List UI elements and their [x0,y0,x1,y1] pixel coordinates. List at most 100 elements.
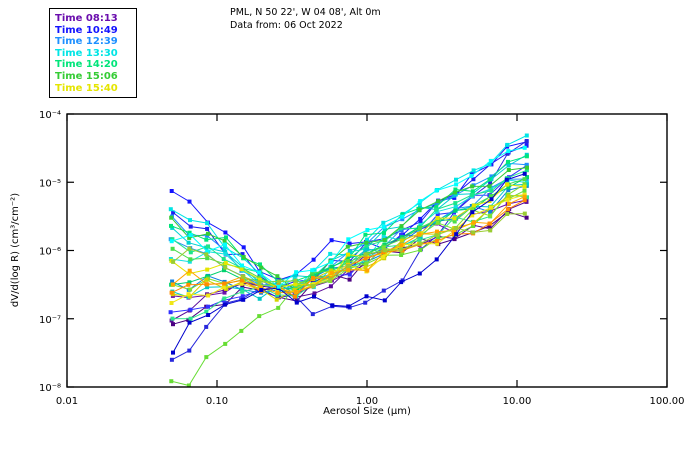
data-point-marker [346,237,351,242]
data-point-marker [451,228,456,233]
data-point-marker [451,232,456,237]
data-point-marker [453,201,458,206]
data-point-marker [257,296,262,301]
data-point-marker [240,285,245,289]
data-point-marker [187,348,192,353]
x-axis-tick-label: 10.00 [503,396,532,407]
legend-item: Time 15:06 [55,71,136,83]
data-point-marker [188,307,193,312]
data-point-marker [453,187,458,192]
legend-item-label: Time 12:39 [55,36,118,48]
data-point-marker [330,265,335,269]
data-point-marker [257,277,262,282]
data-point-marker [328,277,333,282]
data-point-marker [168,310,173,315]
data-point-marker [240,252,245,257]
data-point-marker [471,168,476,173]
data-point-marker [436,199,441,204]
legend-item: Time 15:40 [55,83,136,95]
data-point-marker [399,280,404,285]
data-point-marker [171,259,176,264]
data-point-marker [293,278,298,283]
data-point-marker [205,221,210,226]
data-point-marker [505,182,509,187]
data-point-marker [329,271,334,276]
data-point-marker [311,257,316,262]
data-point-marker [204,309,209,314]
data-point-marker [256,275,261,280]
data-point-marker [363,265,368,270]
data-point-marker [417,232,422,237]
data-point-marker [487,177,492,182]
data-point-marker [471,203,476,208]
data-point-marker [418,216,423,221]
data-point-marker [489,197,494,202]
data-point-marker [452,237,457,242]
data-point-marker [240,289,245,294]
data-point-marker [525,195,529,200]
data-point-marker [206,293,211,298]
data-point-marker [472,220,476,225]
data-point-marker [186,317,191,322]
y-axis-tick-label: 10⁻⁶ [39,247,61,258]
data-point-marker [470,208,475,212]
data-point-marker [345,259,350,263]
data-point-marker [312,294,316,299]
data-point-marker [223,252,228,257]
data-point-marker [522,145,527,150]
data-point-marker [204,355,209,360]
data-point-marker [294,300,299,305]
data-point-marker [364,240,369,245]
data-point-marker [239,328,244,333]
data-point-marker [347,241,352,246]
data-point-marker [204,324,209,329]
data-point-marker [188,224,193,229]
data-point-marker [522,198,527,203]
legend-item-label: Time 08:13 [55,13,118,24]
data-point-marker [525,175,529,180]
data-point-marker [240,294,245,299]
data-point-marker [223,230,228,235]
data-point-marker [187,199,192,204]
data-point-marker [293,290,298,294]
data-point-marker [258,262,262,267]
data-point-marker [435,216,440,220]
data-point-marker [435,212,440,217]
data-point-marker [169,357,174,362]
data-point-marker [435,241,440,246]
data-point-marker [257,280,262,285]
x-axis-tick-label: 0.10 [206,396,228,407]
data-point-marker [206,313,211,317]
y-axis-tick-label: 10⁻⁵ [39,178,61,189]
data-point-marker [328,251,333,256]
data-point-marker [363,256,368,261]
data-point-marker [222,268,226,273]
data-point-marker [452,190,457,195]
data-point-marker [205,274,210,279]
data-point-marker [365,268,370,273]
data-point-marker [434,239,439,243]
data-point-marker [186,282,191,287]
legend-list: Time 08:13 Time 10:49 Time 12:39 Time 13:30… [50,9,136,94]
data-point-marker [259,273,264,278]
data-point-marker [522,171,527,176]
data-point-marker [276,284,281,289]
data-point-marker [524,182,529,187]
data-point-marker [345,256,350,261]
data-point-marker [205,267,210,272]
data-point-marker [347,277,352,282]
data-point-marker [364,243,369,248]
data-point-marker [505,151,510,156]
data-point-marker [364,261,369,266]
legend-box: Time 08:13 Time 10:49 Time 12:39 Time 13:30… [49,8,137,98]
data-point-marker [241,297,246,302]
data-point-marker [454,177,458,182]
data-point-marker [240,263,244,268]
data-point-marker [222,296,227,301]
data-curves-layer [168,133,529,387]
data-point-marker [188,287,193,292]
data-point-marker [186,271,191,276]
chart-title-line1: PML, N 50 22', W 04 08', Alt 0m [230,7,381,18]
data-point-marker [311,283,316,288]
data-point-marker [524,133,529,138]
